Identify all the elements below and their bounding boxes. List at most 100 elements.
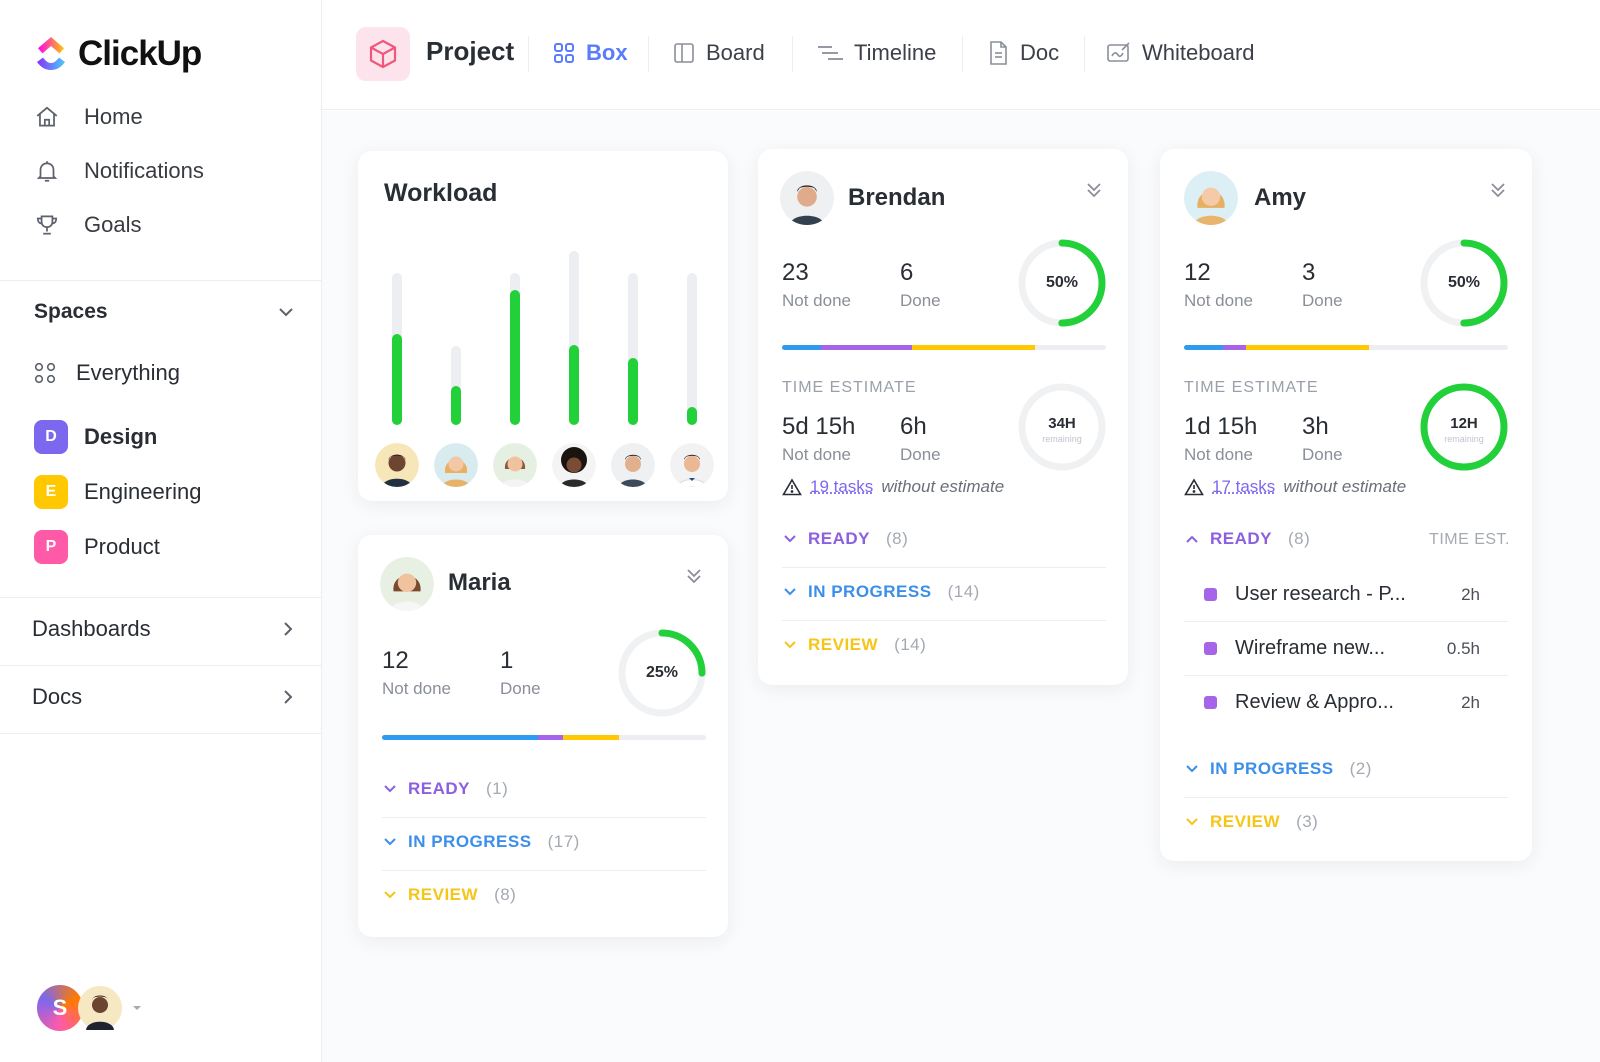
est-done: 6h — [900, 413, 927, 440]
dashboards-link[interactable]: Dashboards — [32, 616, 296, 642]
task-row[interactable]: User research - P... — [1204, 583, 1406, 606]
group-review[interactable]: REVIEW (8) — [382, 885, 516, 905]
collapse-icon[interactable] — [686, 567, 702, 585]
avatar[interactable] — [611, 443, 655, 487]
warning-icon — [782, 478, 802, 496]
progress-ring — [618, 629, 706, 717]
group-ready[interactable]: READY (8) — [1184, 529, 1310, 549]
tab-whiteboard[interactable]: Whiteboard — [1106, 40, 1255, 66]
group-review[interactable]: REVIEW (3) — [1184, 812, 1318, 832]
tasks-link[interactable]: 19 tasks — [810, 477, 874, 496]
workload-bar[interactable] — [569, 251, 579, 425]
est-done: 3h — [1302, 413, 1329, 440]
chevron-right-icon — [284, 690, 293, 704]
stat-not-done: 12 — [382, 647, 409, 674]
user-menu[interactable]: S — [34, 982, 144, 1034]
person-card-maria: Maria 12 Not done 1 Done 25% READY (1) IN… — [358, 535, 728, 937]
row-divider — [382, 817, 706, 818]
tasks-suffix: without estimate — [1283, 477, 1407, 496]
docs-link[interactable]: Docs — [32, 684, 296, 710]
group-count: (14) — [894, 635, 927, 654]
remaining-ring — [1420, 383, 1508, 471]
chevron-down-icon — [784, 588, 796, 596]
group-label: READY — [808, 529, 871, 548]
chevron-right-icon — [284, 622, 293, 636]
group-ready[interactable]: READY (1) — [382, 779, 508, 799]
docs-label: Docs — [32, 684, 83, 709]
task-name: Review & Appro... — [1235, 691, 1394, 713]
tasks-link[interactable]: 17 tasks — [1212, 477, 1276, 496]
progress-segment — [382, 735, 538, 740]
chevron-down-icon — [384, 785, 396, 793]
clickup-logo[interactable]: ClickUp — [34, 34, 202, 74]
remaining-ring — [1018, 383, 1106, 471]
workload-bar[interactable] — [628, 273, 638, 425]
space-engineering[interactable]: E Engineering — [34, 475, 201, 509]
spaces-header[interactable]: Spaces — [34, 300, 296, 324]
progress-ring — [1420, 239, 1508, 327]
sidebar-divider — [0, 597, 322, 598]
est-not-done: 5d 15h — [782, 413, 856, 440]
stat-not-done-label: Not done — [1184, 291, 1253, 310]
collapse-icon[interactable] — [1086, 181, 1102, 199]
group-count: (1) — [486, 779, 509, 798]
tab-box[interactable]: Box — [552, 40, 628, 66]
nav-home[interactable]: Home — [34, 104, 143, 130]
task-row[interactable]: Wireframe new... — [1204, 637, 1385, 660]
task-status-square — [1204, 696, 1217, 709]
avatar[interactable] — [375, 443, 419, 487]
workload-bar[interactable] — [392, 273, 402, 425]
tab-box-label: Box — [586, 40, 628, 65]
space-design-label: Design — [84, 424, 158, 449]
avatar-brendan — [780, 171, 834, 225]
task-estimate: 2h — [1461, 585, 1480, 604]
avatar[interactable] — [493, 443, 537, 487]
workload-bar-fill — [510, 289, 520, 425]
home-icon — [36, 106, 58, 127]
est-not-done: 1d 15h — [1184, 413, 1258, 440]
chevron-down-icon — [279, 308, 293, 317]
trophy-icon — [36, 215, 58, 235]
space-badge-design: D — [34, 420, 68, 454]
group-in-progress[interactable]: IN PROGRESS (17) — [382, 832, 580, 852]
space-design[interactable]: D Design — [34, 420, 157, 454]
space-product[interactable]: P Product — [34, 530, 160, 564]
task-name: User research - P... — [1235, 583, 1406, 605]
task-row[interactable]: Review & Appro... — [1204, 691, 1394, 714]
progress-segment — [1245, 345, 1369, 350]
space-everything[interactable]: Everything — [34, 360, 180, 386]
est-not-done-label: Not done — [1184, 445, 1253, 464]
group-ready[interactable]: READY (8) — [782, 529, 908, 549]
nav-notifications-label: Notifications — [84, 158, 204, 183]
workload-bar[interactable] — [451, 346, 461, 425]
progress-segment — [1184, 345, 1223, 350]
avatar[interactable] — [670, 443, 714, 487]
person-name: Maria — [448, 569, 511, 596]
row-divider — [782, 567, 1106, 568]
row-divider — [1184, 621, 1508, 622]
task-estimate: 0.5h — [1446, 639, 1480, 658]
group-count: (3) — [1296, 812, 1319, 831]
estimate-warning: 19 tasks without estimate — [782, 477, 1004, 497]
remaining-label: remaining — [1042, 434, 1082, 444]
avatar[interactable] — [552, 443, 596, 487]
group-review[interactable]: REVIEW (14) — [782, 635, 926, 655]
group-in-progress[interactable]: IN PROGRESS (2) — [1184, 759, 1372, 779]
space-product-label: Product — [84, 534, 160, 559]
nav-notifications[interactable]: Notifications — [34, 158, 204, 184]
workload-bar[interactable] — [687, 273, 697, 425]
est-done-label: Done — [1302, 445, 1343, 464]
workload-title: Workload — [384, 179, 498, 207]
avatar[interactable] — [434, 443, 478, 487]
stat-not-done-label: Not done — [382, 679, 451, 698]
tab-timeline[interactable]: Timeline — [816, 40, 936, 66]
dashboards-label: Dashboards — [32, 616, 151, 641]
doc-icon — [990, 41, 1007, 65]
tab-doc[interactable]: Doc — [986, 40, 1059, 66]
nav-goals[interactable]: Goals — [34, 212, 141, 238]
collapse-icon[interactable] — [1490, 181, 1506, 199]
tab-board[interactable]: Board — [672, 40, 765, 66]
app-name: ClickUp — [78, 34, 202, 73]
workload-bar[interactable] — [510, 273, 520, 425]
group-in-progress[interactable]: IN PROGRESS (14) — [782, 582, 980, 602]
